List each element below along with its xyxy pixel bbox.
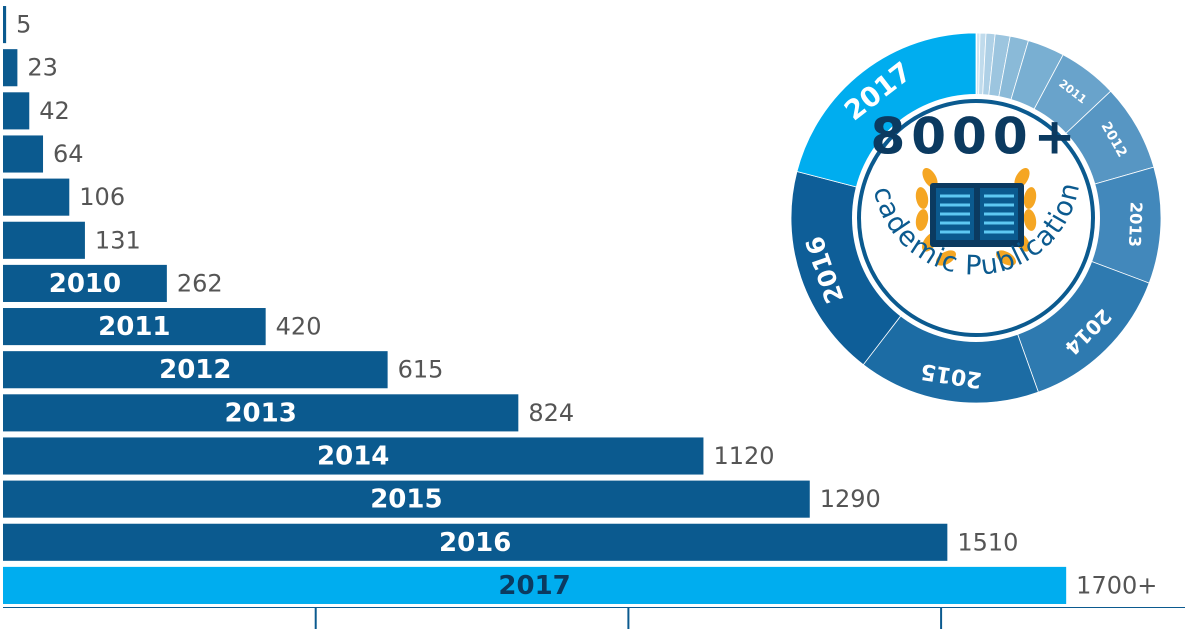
bar xyxy=(3,523,948,561)
value-label: 131 xyxy=(95,226,141,254)
value-label: 1700+ xyxy=(1076,571,1157,599)
value-label: 262 xyxy=(177,269,223,297)
bar xyxy=(3,264,167,302)
value-label: 615 xyxy=(398,356,444,384)
bar xyxy=(3,308,266,346)
value-label: 1290 xyxy=(820,485,881,513)
value-label: 23 xyxy=(27,54,58,82)
bar-category-label: 2011 xyxy=(98,312,170,342)
value-label: 106 xyxy=(79,183,125,211)
badge-title: 8000+ xyxy=(870,108,1081,166)
book-icon xyxy=(930,183,1024,247)
value-label: 5 xyxy=(16,11,31,39)
bar xyxy=(3,480,810,518)
bar-category-label: 2012 xyxy=(159,355,231,385)
value-label: 1120 xyxy=(713,442,774,470)
bar xyxy=(3,178,70,216)
bar xyxy=(3,221,85,259)
bar xyxy=(3,92,30,130)
badge-ring xyxy=(857,99,1095,337)
bar xyxy=(3,566,1067,604)
bar xyxy=(3,6,7,44)
bar xyxy=(3,437,704,475)
value-label: 42 xyxy=(39,97,70,125)
bar-category-label: 2017 xyxy=(498,571,570,601)
bar xyxy=(3,351,388,389)
bar-category-label: 2016 xyxy=(439,528,511,558)
bar-category-label: 2013 xyxy=(224,398,296,428)
value-label: 824 xyxy=(528,399,574,427)
value-label: 64 xyxy=(53,140,84,168)
bar-category-label: 2015 xyxy=(370,485,442,515)
value-label: 1510 xyxy=(957,528,1018,556)
bar-category-label: 2014 xyxy=(317,442,389,472)
bar xyxy=(3,394,519,432)
donut-label: 2013 xyxy=(1125,201,1146,247)
bar xyxy=(3,49,18,87)
bar-category-label: 2010 xyxy=(49,269,121,299)
value-label: 420 xyxy=(276,313,322,341)
bar xyxy=(3,135,44,173)
